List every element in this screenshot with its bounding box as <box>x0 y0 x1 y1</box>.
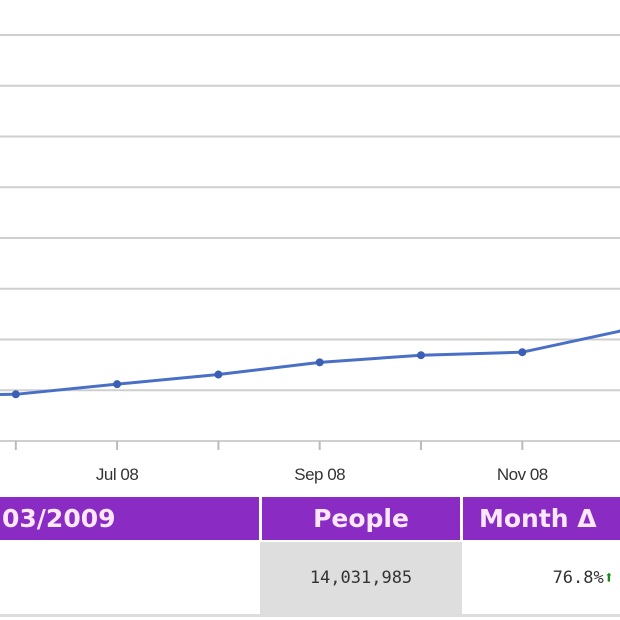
table-cell-month-change: 76.8%⬆ <box>462 542 620 614</box>
line-chart: Jul 08 Sep 08 Nov 08 <box>0 34 620 484</box>
up-arrow-icon: ⬆ <box>603 568 614 588</box>
table-header-people: People <box>262 497 460 540</box>
table-cell-people: 14,031,985 <box>260 542 462 614</box>
x-tick-label: Sep 08 <box>294 465 345 484</box>
data-point <box>11 390 20 399</box>
data-point <box>315 358 324 367</box>
table-bottom-border <box>0 614 620 617</box>
data-point <box>417 351 425 360</box>
data-point <box>518 348 527 357</box>
series-line <box>0 329 620 396</box>
data-point <box>113 380 122 389</box>
x-tick-label: Jul 08 <box>96 465 138 484</box>
x-tick-label: Nov 08 <box>497 465 548 484</box>
table-cell-date <box>0 542 260 614</box>
table-header-date: 03/2009 <box>0 497 259 540</box>
data-point <box>214 370 223 379</box>
month-change-value: 76.8% <box>552 568 604 588</box>
table-header-month-change: Month Δ <box>463 497 620 540</box>
